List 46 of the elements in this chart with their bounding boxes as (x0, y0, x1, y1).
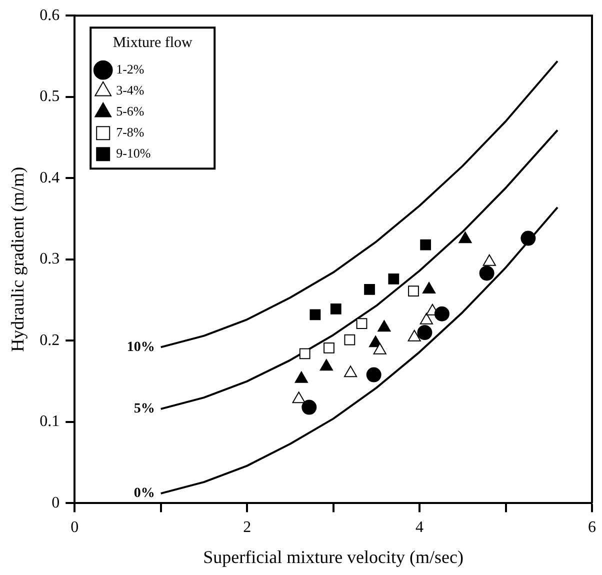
point (324, 342, 334, 354)
x-tick-label: 2 (243, 519, 252, 536)
x-tick-label: 0 (70, 519, 79, 536)
point (294, 371, 308, 383)
legend-title: Mixture flow (112, 35, 193, 52)
legend-label: 9-10% (116, 146, 151, 161)
y-tick-label: 0.6 (40, 6, 60, 24)
point (320, 359, 333, 371)
point (344, 366, 358, 378)
point (366, 367, 382, 382)
point (310, 309, 321, 320)
y-tick-label: 0.3 (40, 250, 60, 268)
point (417, 325, 432, 340)
y-tick-label: 0.2 (40, 332, 60, 349)
y-tick-label: 0.1 (40, 413, 60, 430)
point (373, 342, 386, 354)
series-label: 10% (126, 340, 155, 355)
point (330, 304, 342, 314)
y-tick-label: 0.4 (40, 169, 60, 186)
point (378, 320, 391, 332)
x-axis-title: Superficial mixture velocity (m/sec) (203, 546, 464, 567)
legend-label: 7-8% (116, 124, 144, 140)
point (479, 266, 494, 281)
point (408, 286, 419, 297)
legend-label: 3-4% (116, 82, 144, 98)
point (408, 330, 421, 342)
point (434, 306, 450, 322)
x-tick-label: 4 (416, 519, 424, 536)
point (388, 273, 400, 284)
point (344, 334, 356, 346)
y-tick-label: 0.5 (40, 88, 60, 106)
y-tick-label: 0 (52, 494, 60, 512)
series-label: 0% (134, 486, 155, 502)
legend-label: 5-6% (116, 104, 144, 119)
point (420, 312, 433, 324)
series-label: 5% (134, 402, 155, 417)
point (364, 284, 375, 295)
point (520, 230, 536, 246)
point (420, 239, 432, 250)
point (302, 400, 317, 415)
x-tick-label: 6 (588, 519, 596, 536)
point (299, 348, 310, 360)
y-axis-title: Hydraulic gradient (m/m) (8, 166, 28, 352)
legend-label: 1-2% (116, 62, 144, 77)
point (292, 392, 306, 404)
point (356, 318, 368, 330)
